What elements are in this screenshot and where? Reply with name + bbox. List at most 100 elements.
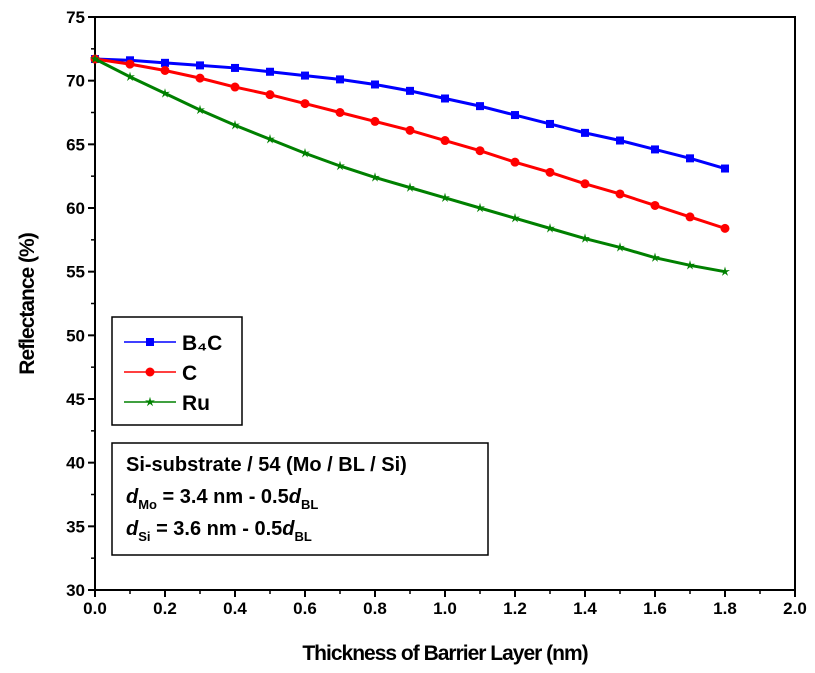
annotation-text: d <box>126 486 139 508</box>
marker <box>145 396 155 407</box>
marker <box>195 104 205 115</box>
marker <box>476 102 484 111</box>
y-tick-label: 75 <box>66 8 85 27</box>
marker <box>686 154 694 163</box>
marker <box>370 172 380 182</box>
marker <box>615 242 625 252</box>
marker <box>146 338 154 346</box>
x-tick-label: 1.2 <box>503 599 527 618</box>
annotation: dSi = 3.6 nm - 0.5dBL <box>126 518 312 544</box>
marker <box>160 65 170 75</box>
annotation-text: d <box>289 486 302 508</box>
marker <box>371 80 379 89</box>
legend-label: C <box>182 362 197 385</box>
x-tick-label: 1.8 <box>713 599 737 618</box>
marker <box>301 71 309 80</box>
marker <box>651 145 659 154</box>
marker <box>581 128 589 137</box>
y-tick-label: 70 <box>66 72 85 91</box>
marker <box>650 200 660 210</box>
annotation-text: = 3.4 nm - 0.5 <box>157 486 289 508</box>
y-tick-label: 55 <box>66 263 85 282</box>
annotation-text: d <box>282 518 295 540</box>
marker <box>231 63 239 72</box>
y-tick-label: 30 <box>66 581 85 600</box>
marker <box>685 260 695 270</box>
x-tick-label: 1.4 <box>573 599 597 618</box>
marker <box>335 160 345 171</box>
y-tick-label: 45 <box>66 390 85 409</box>
annotation-box <box>111 442 489 556</box>
marker <box>616 136 624 145</box>
marker <box>265 134 275 144</box>
marker <box>335 108 345 117</box>
marker <box>475 202 485 213</box>
marker <box>145 367 155 377</box>
marker <box>475 146 485 156</box>
marker <box>125 59 135 69</box>
marker <box>160 88 170 98</box>
annotation-text: Si-substrate / 54 (Mo / BL / Si) <box>126 454 407 476</box>
x-tick-label: 2.0 <box>783 599 807 618</box>
marker <box>720 223 730 233</box>
marker <box>90 53 100 64</box>
marker <box>300 148 310 158</box>
legend-box <box>111 316 243 426</box>
annotation: dMo = 3.4 nm - 0.5dBL <box>126 486 318 512</box>
marker <box>196 61 204 70</box>
marker <box>336 75 344 84</box>
x-tick-label: 0.4 <box>223 599 247 618</box>
x-tick-label: 1.0 <box>433 599 457 618</box>
y-axis-title: Reflectance (%) <box>16 233 39 374</box>
x-tick-label: 1.6 <box>643 599 667 618</box>
legend-label: Ru <box>182 392 210 415</box>
x-tick-label: 0.6 <box>293 599 317 618</box>
marker <box>615 189 625 199</box>
x-axis-title: Thickness of Barrier Layer (nm) <box>302 642 587 665</box>
annotation-text: = 3.6 nm - 0.5 <box>151 518 283 540</box>
marker <box>161 58 169 67</box>
marker <box>370 116 380 126</box>
marker <box>441 94 449 103</box>
marker <box>195 73 205 83</box>
marker <box>721 164 729 173</box>
marker <box>230 82 240 92</box>
marker <box>266 67 274 76</box>
marker <box>546 119 554 128</box>
marker <box>440 192 450 203</box>
annotation-text: d <box>126 518 139 540</box>
marker <box>720 266 730 276</box>
marker <box>511 111 519 120</box>
annotation-text: Si <box>138 529 150 544</box>
x-tick-label: 0.8 <box>363 599 387 618</box>
y-tick-label: 60 <box>66 199 85 218</box>
marker <box>580 179 590 189</box>
marker <box>300 99 310 109</box>
marker <box>580 233 590 243</box>
marker <box>230 120 240 130</box>
annotation-text: Mo <box>138 497 157 512</box>
marker <box>265 90 275 100</box>
y-tick-label: 35 <box>66 517 85 536</box>
y-tick-label: 65 <box>66 135 85 154</box>
marker <box>650 252 660 262</box>
legend-label: B₄C <box>182 332 222 355</box>
x-tick-label: 0.2 <box>153 599 177 618</box>
y-tick-label: 40 <box>66 454 85 473</box>
marker <box>440 136 450 146</box>
marker <box>405 182 415 192</box>
y-tick-label: 50 <box>66 326 85 345</box>
marker <box>405 125 415 135</box>
annotation: Si-substrate / 54 (Mo / BL / Si) <box>126 454 407 476</box>
x-tick-label: 0.0 <box>83 599 107 618</box>
annotation-text: BL <box>301 497 318 512</box>
marker <box>510 212 520 223</box>
annotation-text: BL <box>294 529 311 544</box>
marker <box>125 71 135 82</box>
marker <box>545 167 555 177</box>
marker <box>510 157 520 167</box>
marker <box>545 223 555 233</box>
marker <box>406 86 414 95</box>
